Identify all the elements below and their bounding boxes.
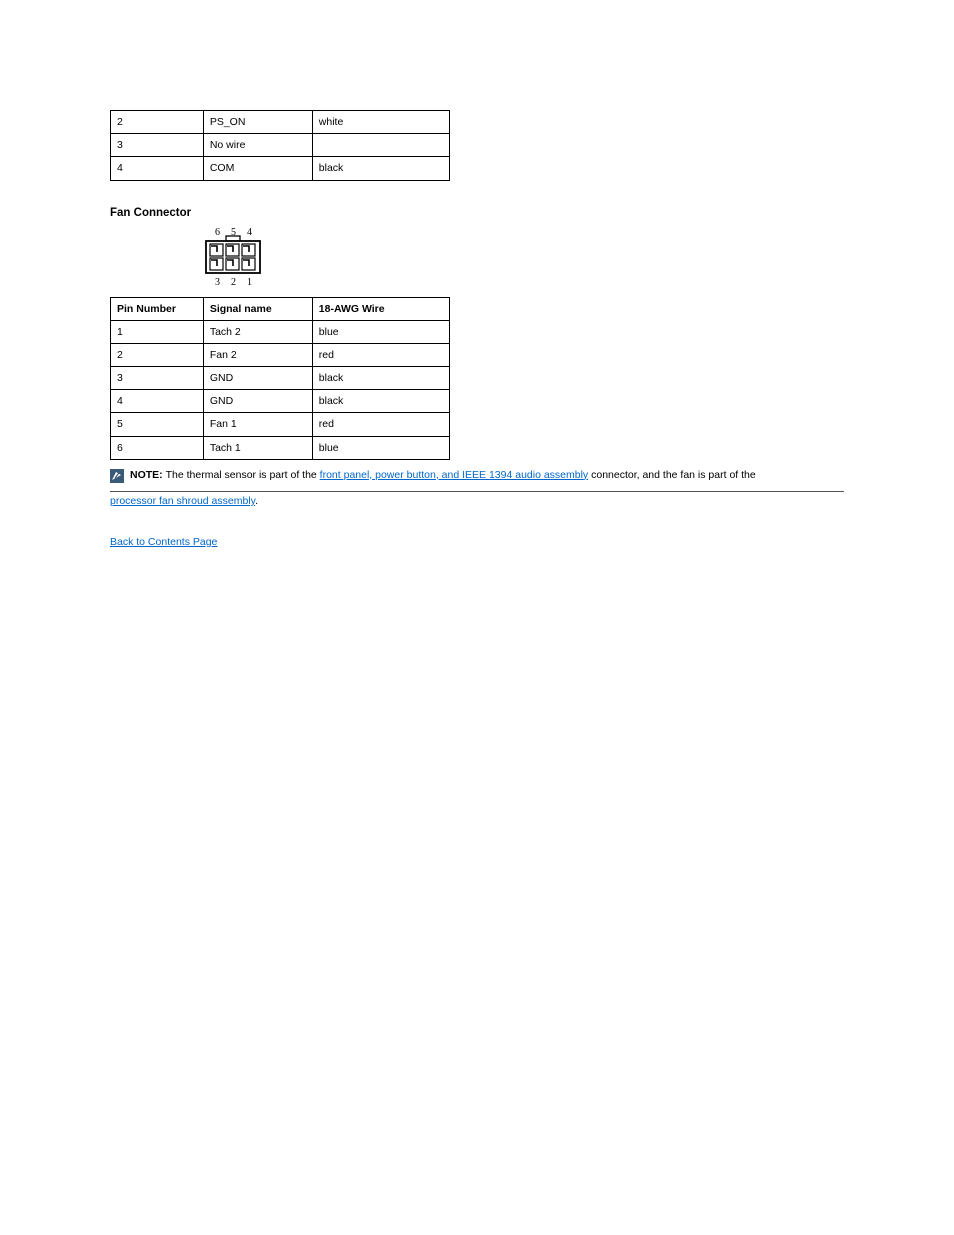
pin-label-6: 6 — [215, 227, 220, 238]
table-cell: GND — [203, 367, 312, 390]
connector-diagram: 6 5 4 3 2 1 — [200, 225, 268, 289]
table-row: 2PS_ONwhite — [111, 111, 450, 134]
table-cell: white — [312, 111, 449, 134]
pin-label-3: 3 — [215, 277, 220, 288]
table-cell: 5 — [111, 413, 204, 436]
table-cell: black — [312, 367, 449, 390]
table-cell: 4 — [111, 390, 204, 413]
table-cell: Fan 2 — [203, 343, 312, 366]
pin-label-4: 4 — [247, 227, 252, 238]
pin-label-1: 1 — [247, 277, 252, 288]
note-continuation: processor fan shroud assembly. — [110, 494, 844, 508]
pin-label-2: 2 — [231, 277, 236, 288]
col-pin-number: Pin Number — [111, 297, 204, 320]
note-block: NOTE: The thermal sensor is part of the … — [110, 468, 844, 492]
table-row: 5Fan 1red — [111, 413, 450, 436]
fan-connector-pinout-table: Pin Number Signal name 18-AWG Wire 1Tach… — [110, 297, 450, 460]
table-cell: red — [312, 413, 449, 436]
table-cell: 2 — [111, 343, 204, 366]
table-cell: 4 — [111, 157, 204, 180]
note-suffix2: . — [255, 495, 258, 507]
table-cell: GND — [203, 390, 312, 413]
pin-row-top — [210, 244, 255, 256]
table-cell: 6 — [111, 436, 204, 459]
table-cell: blue — [312, 320, 449, 343]
table-cell: No wire — [203, 134, 312, 157]
note-icon — [110, 469, 124, 487]
table-cell: red — [312, 343, 449, 366]
table-row: 6Tach 1blue — [111, 436, 450, 459]
processor-fan-shroud-link[interactable]: processor fan shroud assembly — [110, 495, 255, 507]
note-prefix: The thermal sensor is part of the — [166, 469, 320, 481]
table-cell: 2 — [111, 111, 204, 134]
table-cell: Tach 1 — [203, 436, 312, 459]
table-cell: PS_ON — [203, 111, 312, 134]
fan-connector-heading: Fan Connector — [110, 207, 844, 219]
table-row: 3GNDblack — [111, 367, 450, 390]
table-cell: blue — [312, 436, 449, 459]
table-cell: Fan 1 — [203, 413, 312, 436]
wire-table-continuation: 2PS_ONwhite3No wire4COMblack — [110, 110, 450, 181]
col-signal-name: Signal name — [203, 297, 312, 320]
table-cell: 3 — [111, 134, 204, 157]
table-row: 2Fan 2red — [111, 343, 450, 366]
table-row: 4GNDblack — [111, 390, 450, 413]
front-panel-link[interactable]: front panel, power button, and IEEE 1394… — [320, 469, 589, 481]
pin-row-bottom — [210, 258, 255, 270]
table-cell: 1 — [111, 320, 204, 343]
table-cell: black — [312, 390, 449, 413]
table-cell: black — [312, 157, 449, 180]
table-cell: 3 — [111, 367, 204, 390]
table-cell: Tach 2 — [203, 320, 312, 343]
table-cell — [312, 134, 449, 157]
col-wire: 18-AWG Wire — [312, 297, 449, 320]
note-mid: connector, and the fan is part of the — [588, 469, 756, 481]
table-row: 4COMblack — [111, 157, 450, 180]
table-cell: COM — [203, 157, 312, 180]
back-to-contents-link[interactable]: Back to Contents Page — [110, 536, 844, 548]
note-label: NOTE: — [130, 469, 166, 481]
table-row: 1Tach 2blue — [111, 320, 450, 343]
table-row: 3No wire — [111, 134, 450, 157]
